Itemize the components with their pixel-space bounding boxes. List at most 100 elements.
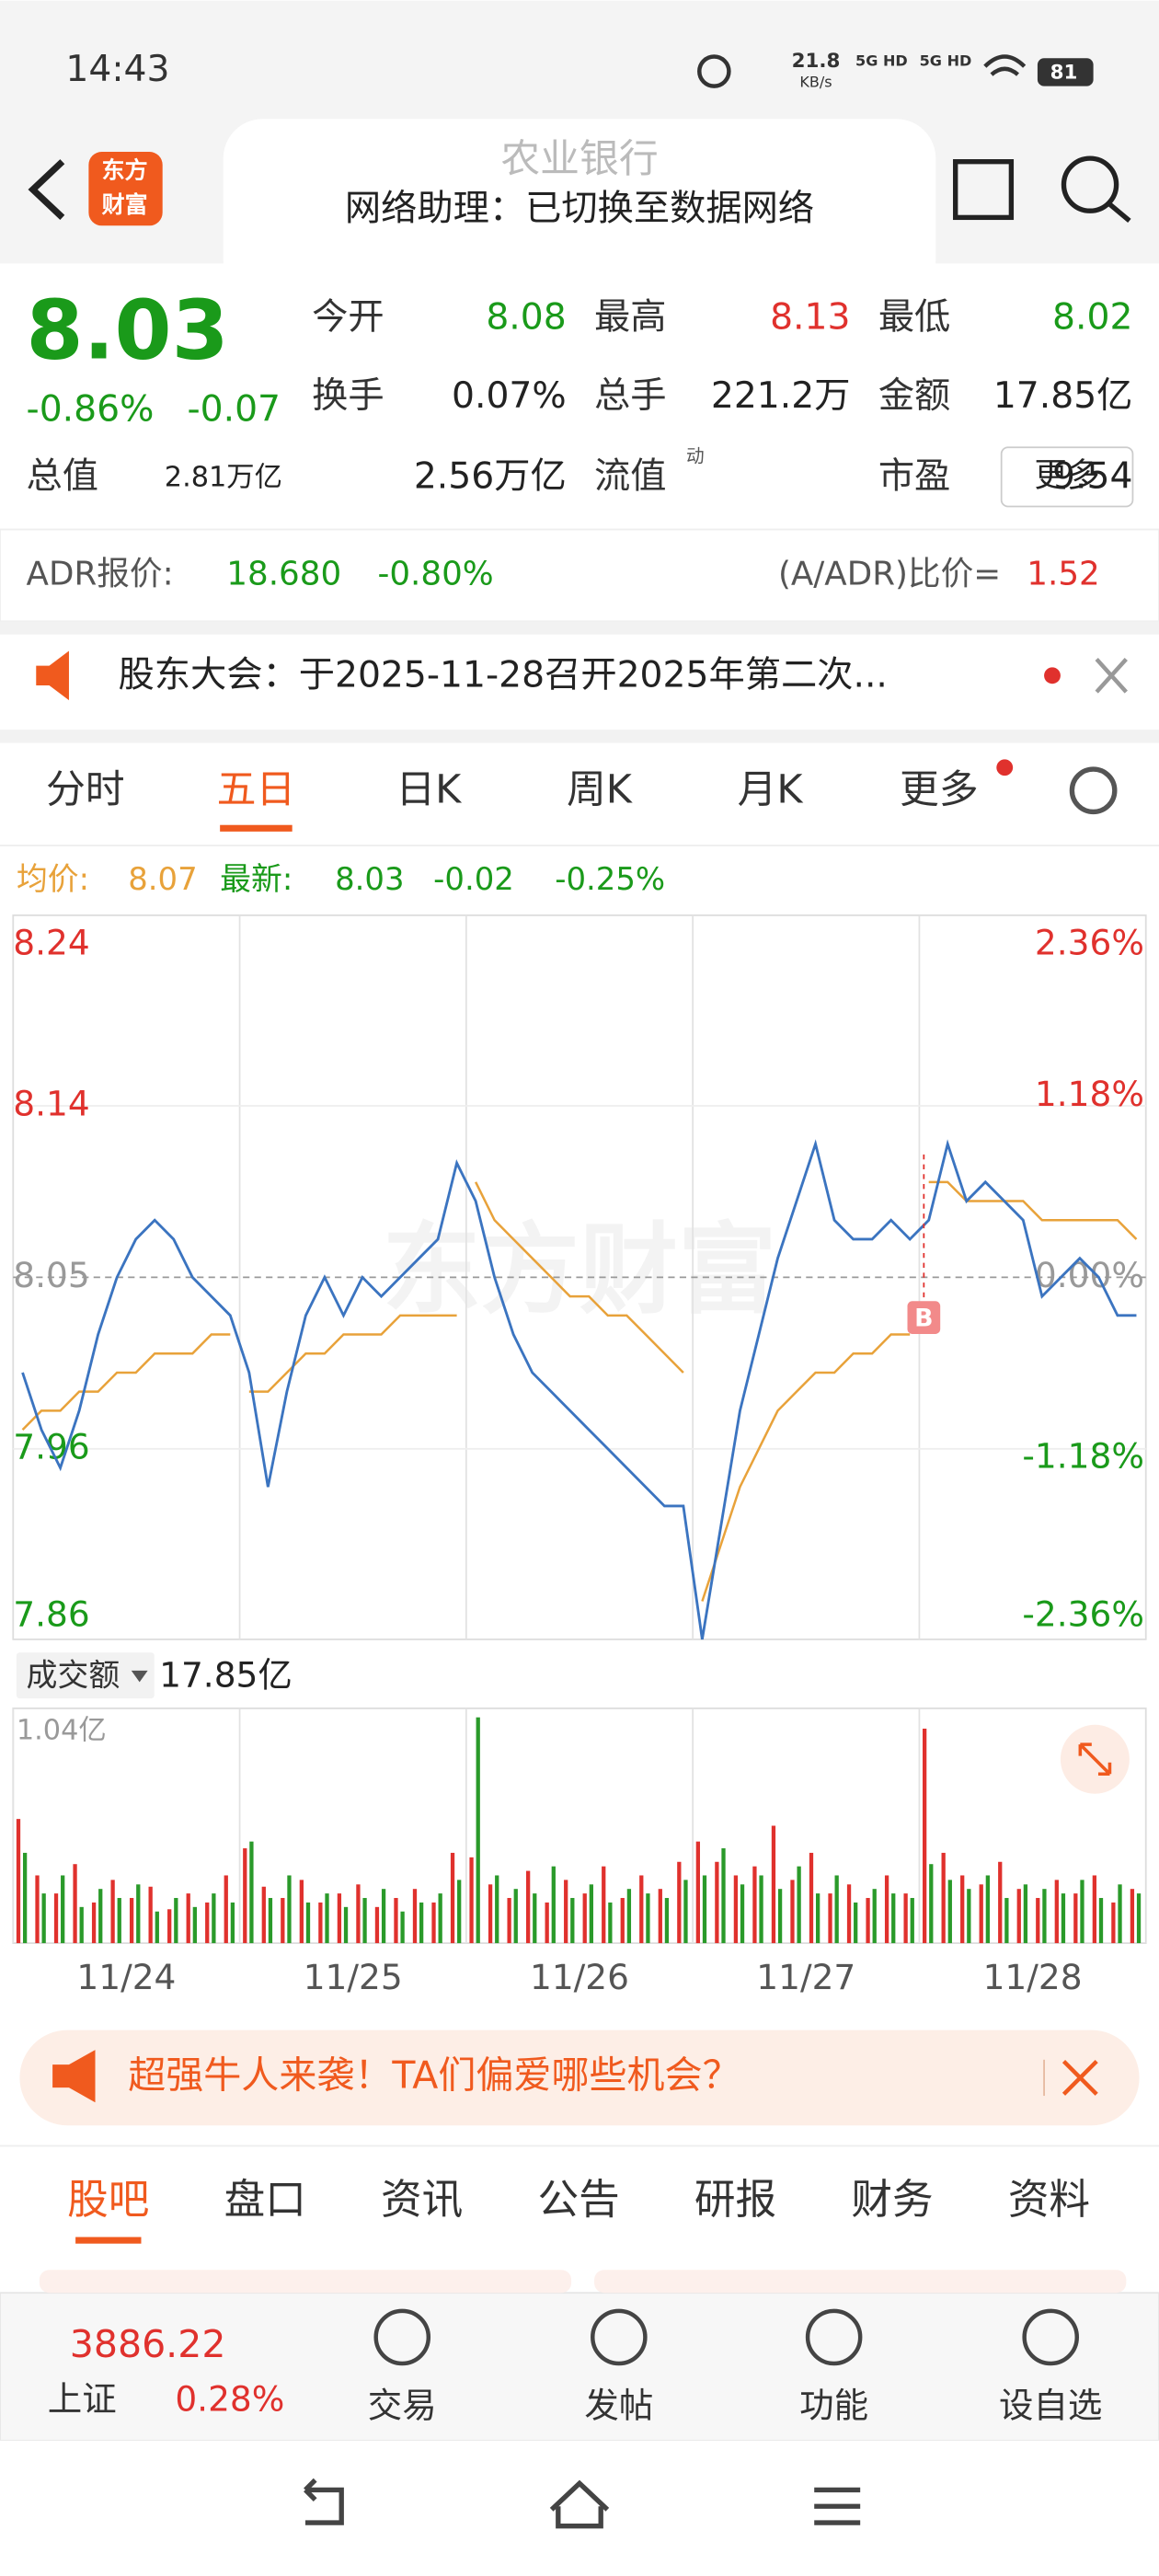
volume-bar <box>564 1880 568 1944</box>
notice: 股东大会：于2025-11-28召开2025年第二次... <box>118 655 887 696</box>
volume-bar <box>419 1902 424 1944</box>
share-icon[interactable] <box>953 159 1015 221</box>
period-tab[interactable]: 日K <box>396 767 462 813</box>
pe-mark: 动 <box>686 445 705 466</box>
volume-bar <box>759 1875 763 1944</box>
nav-label[interactable]: 设自选 <box>999 2386 1102 2426</box>
volume-bar <box>374 1906 380 1944</box>
volume-bar <box>525 1870 531 1944</box>
nav-icon[interactable] <box>805 2308 863 2366</box>
section-tab[interactable]: 资讯 <box>381 2176 463 2224</box>
volume-bar <box>381 1889 386 1944</box>
volume-bar <box>589 1884 593 1944</box>
nav-label[interactable]: 功能 <box>799 2386 868 2426</box>
nav-menu[interactable] <box>814 2487 861 2525</box>
x-tick-label: 11/25 <box>304 1957 403 1997</box>
volume-label[interactable]: 成交额 <box>27 1657 120 1693</box>
volume-bar <box>155 1911 159 1944</box>
divider <box>0 621 1159 635</box>
volume-bar <box>1092 1875 1097 1944</box>
notice-close[interactable] <box>1095 657 1128 694</box>
section-tab[interactable]: 盘口 <box>224 2176 306 2224</box>
back-button[interactable] <box>28 159 65 220</box>
y-tick-label: 8.05 <box>13 1255 89 1295</box>
volume-bar <box>846 1884 852 1944</box>
volume-bar <box>261 1886 266 1944</box>
volume-bar <box>998 1861 1003 1944</box>
divider <box>0 730 1159 743</box>
volume-total: 17.85亿 <box>159 1654 293 1695</box>
field-label: 总值 <box>27 456 99 498</box>
banner-close[interactable] <box>1061 2060 1098 2096</box>
volume-bar <box>22 1852 28 1944</box>
more-button[interactable] <box>1000 446 1134 508</box>
section-tab[interactable]: 公告 <box>537 2176 619 2224</box>
volume-bar <box>205 1902 210 1944</box>
logo-text: 财富 <box>102 191 148 218</box>
section-tab[interactable]: 资料 <box>1008 2176 1090 2224</box>
volume-bar <box>476 1717 480 1944</box>
volume-bar <box>740 1884 745 1944</box>
logo-text: 东方 <box>102 156 148 183</box>
y2-tick-label: -2.36% <box>1022 1593 1144 1634</box>
volume-bar <box>790 1880 795 1944</box>
dropdown-icon <box>131 1670 148 1683</box>
volume-bar <box>771 1825 776 1944</box>
divider <box>0 2145 1159 2147</box>
avg-line <box>474 1181 684 1374</box>
volume-bar <box>1080 1880 1084 1944</box>
volume-bar <box>884 1875 889 1944</box>
logo[interactable] <box>88 151 163 226</box>
settings-icon[interactable] <box>1069 766 1118 815</box>
adr-ratio: 1.52 <box>1027 555 1099 592</box>
volume-bar <box>174 1898 178 1944</box>
more-button: 更多 <box>1034 456 1099 494</box>
period-tab[interactable]: 月K <box>738 767 804 813</box>
volume-bar <box>683 1880 688 1944</box>
volume-bar <box>608 1902 613 1944</box>
volume-bar <box>268 1898 273 1944</box>
period-tab[interactable]: 五日 <box>217 767 296 813</box>
volume-label-bg <box>16 1652 155 1699</box>
notice-dot <box>1044 667 1061 684</box>
volume-bar <box>967 1889 971 1944</box>
volume-bar <box>533 1893 537 1944</box>
y2-tick-label: 1.18% <box>1035 1074 1144 1114</box>
nav-icon[interactable] <box>591 2308 648 2366</box>
nav-back[interactable] <box>304 2478 344 2525</box>
index-change: 0.28% <box>175 2379 284 2420</box>
volume-bar <box>136 1884 141 1944</box>
x-tick-label: 11/24 <box>76 1957 176 1997</box>
nav-label[interactable]: 交易 <box>368 2386 437 2426</box>
price-line <box>21 1139 1137 1640</box>
bottom-nav <box>0 2292 1159 2442</box>
section-tab[interactable]: 研报 <box>694 2176 776 2224</box>
nav-icon[interactable] <box>373 2308 431 2366</box>
volume-bar <box>431 1902 436 1944</box>
search-icon[interactable] <box>1061 155 1119 213</box>
volume-bar <box>658 1889 662 1944</box>
toast-bg <box>223 119 936 300</box>
section-tab[interactable]: 财务 <box>851 2176 933 2224</box>
period-tab[interactable]: 周K <box>567 767 633 813</box>
nav-label[interactable]: 发帖 <box>584 2386 653 2426</box>
volume-bar <box>639 1875 644 1944</box>
nav-home[interactable] <box>549 2479 610 2529</box>
period-tab[interactable]: 分时 <box>46 767 125 813</box>
volume-bar <box>1054 1880 1059 1944</box>
volume-bar <box>192 1906 197 1944</box>
nav-icon[interactable] <box>1022 2308 1079 2366</box>
volume-bar <box>91 1902 97 1944</box>
volume-bar <box>1036 1898 1040 1944</box>
section-tab[interactable]: 股吧 <box>67 2176 149 2224</box>
period-tab[interactable]: 更多 <box>900 767 979 813</box>
volume-bar <box>752 1866 757 1944</box>
banner[interactable] <box>19 2030 1140 2126</box>
volume-bar <box>903 1893 908 1944</box>
volume-bar <box>733 1875 739 1944</box>
volume-bar <box>872 1889 877 1944</box>
volume-bar <box>249 1841 254 1944</box>
volume-bar <box>287 1875 292 1944</box>
system-nav <box>0 2440 1159 2576</box>
